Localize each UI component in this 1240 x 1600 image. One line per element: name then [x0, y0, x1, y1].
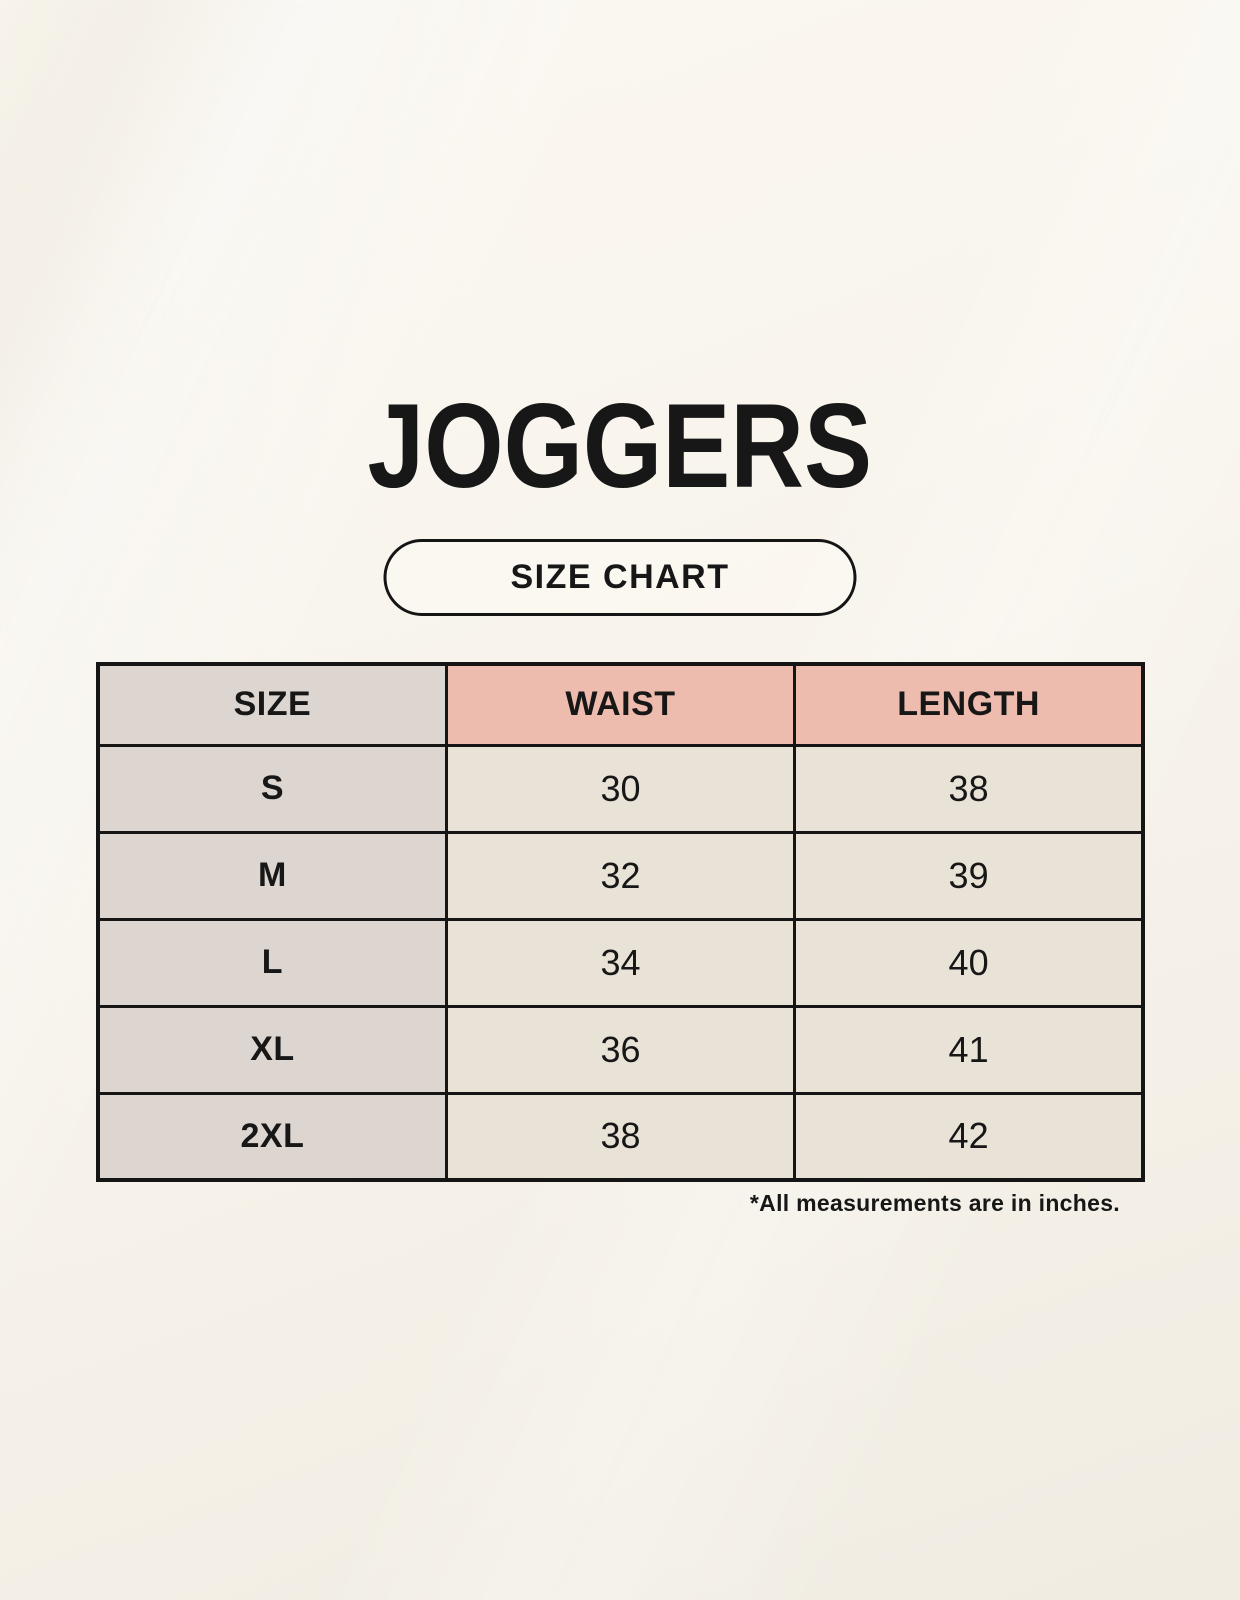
measurements-footnote: *All measurements are in inches. — [749, 1190, 1120, 1216]
size-cell: XL — [96, 1004, 448, 1095]
table-row: L 34 40 — [96, 917, 1145, 1008]
size-chart-button-label: SIZE CHART — [510, 558, 730, 596]
waist-cell: 34 — [444, 917, 797, 1008]
length-cell: 39 — [793, 830, 1145, 921]
waist-cell: 32 — [444, 830, 797, 921]
length-cell: 38 — [793, 743, 1145, 834]
size-chart-table: SIZE WAIST LENGTH S 30 38 M 32 39 L 34 4… — [96, 662, 1145, 1182]
size-cell: S — [96, 743, 448, 834]
waist-cell: 36 — [444, 1004, 797, 1095]
table-row: M 32 39 — [96, 830, 1145, 921]
table-row: S 30 38 — [96, 743, 1145, 834]
size-chart-button[interactable]: SIZE CHART — [383, 539, 857, 616]
length-cell: 41 — [793, 1004, 1145, 1095]
header-row: SIZE WAIST LENGTH — [96, 662, 1145, 747]
column-header-length: LENGTH — [793, 662, 1145, 747]
table-row: XL 36 41 — [96, 1004, 1145, 1095]
size-cell: 2XL — [96, 1091, 448, 1182]
length-cell: 42 — [793, 1091, 1145, 1182]
waist-cell: 30 — [444, 743, 797, 834]
column-header-waist: WAIST — [444, 662, 797, 747]
size-cell: M — [96, 830, 448, 921]
waist-cell: 38 — [444, 1091, 797, 1182]
length-cell: 40 — [793, 917, 1145, 1008]
size-cell: L — [96, 917, 448, 1008]
page-title: JOGGERS — [367, 379, 873, 513]
table-row: 2XL 38 42 — [96, 1091, 1145, 1182]
column-header-size: SIZE — [96, 662, 448, 747]
